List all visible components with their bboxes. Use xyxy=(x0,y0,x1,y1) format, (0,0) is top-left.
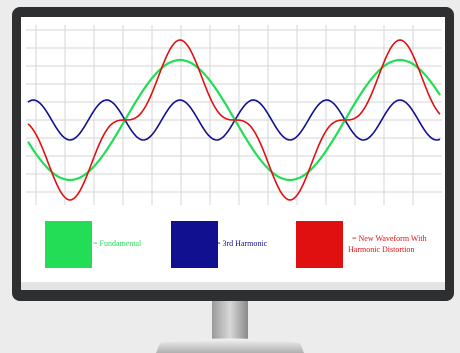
legend-label: = 3rd Harmonic xyxy=(216,239,268,248)
monitor-scene: = Fundamental = 3rd Harmonic = New Wavefor… xyxy=(0,0,460,353)
legend-label: = Fundamental xyxy=(93,239,142,248)
legend-label: = New Waveform With xyxy=(352,234,427,243)
legend-swatch xyxy=(45,221,92,268)
monitor-neck xyxy=(212,298,248,342)
legend-swatch xyxy=(171,221,218,268)
taskbar xyxy=(21,282,445,290)
legend-label: Harmonic Distortion xyxy=(348,245,414,254)
legend-swatch xyxy=(296,221,343,268)
